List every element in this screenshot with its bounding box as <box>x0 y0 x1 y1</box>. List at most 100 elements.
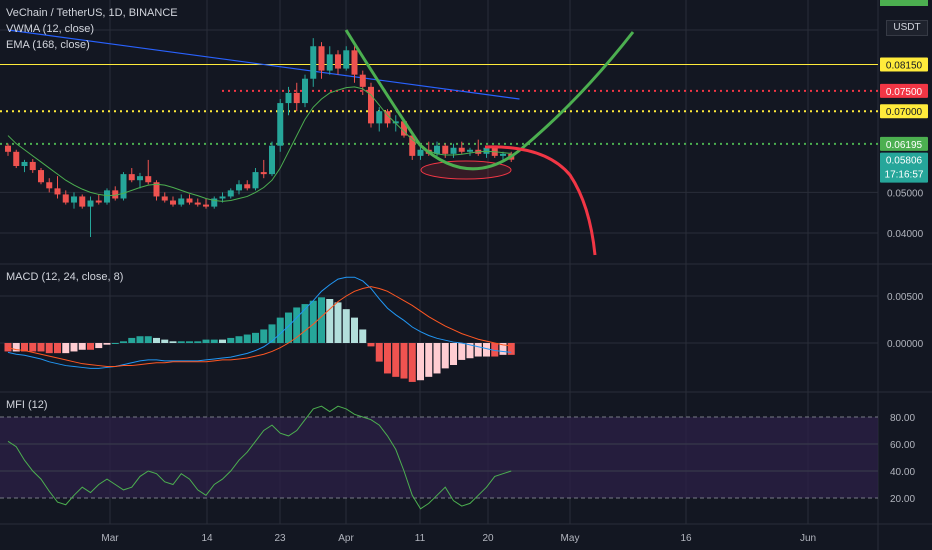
candle-12 <box>104 190 110 203</box>
macd-hist-35 <box>293 307 301 343</box>
macd-hist-29 <box>243 334 251 343</box>
price-label-bg-1 <box>880 83 928 98</box>
macd-hist-47 <box>392 343 400 377</box>
candle-4 <box>38 170 44 183</box>
macd-hist-33 <box>276 317 284 343</box>
price-label-bg-0 <box>880 57 928 72</box>
price-label-2: 0.07000 <box>886 107 923 118</box>
candle-43 <box>359 74 366 87</box>
macd-hist-53 <box>441 343 449 369</box>
macd-hist-31 <box>260 329 268 343</box>
candle-41 <box>343 50 350 69</box>
candle-1 <box>13 151 20 167</box>
mfi-legend[interactable]: MFI (12) <box>6 399 48 411</box>
candle-34 <box>285 92 292 104</box>
price-label-3: 0.06195 <box>886 140 923 151</box>
macd-hist-37 <box>309 300 317 343</box>
macd-hist-0 <box>4 343 12 352</box>
macd-hist-27 <box>227 337 235 343</box>
candle-13 <box>112 190 119 199</box>
macd-hist-54 <box>450 343 457 365</box>
macd-hist-56 <box>466 343 474 359</box>
candle-22 <box>186 198 193 203</box>
time-tick-0: Mar <box>101 533 119 544</box>
macd-hist-7 <box>62 343 70 354</box>
candle-3 <box>29 161 36 171</box>
ema-legend[interactable]: EMA (168, close) <box>6 39 90 51</box>
price-label-4: 0.05806 <box>886 156 923 167</box>
candle-53 <box>442 145 449 154</box>
macd-hist-41 <box>342 309 350 343</box>
time-tick-7: 16 <box>680 533 692 544</box>
macd-hist-45 <box>375 343 383 362</box>
macd-hist-55 <box>458 343 466 360</box>
macd-hist-12 <box>103 343 111 345</box>
macd-hist-57 <box>474 343 482 357</box>
macd-hist-8 <box>70 343 78 352</box>
macd-hist-58 <box>483 343 490 357</box>
candle-42 <box>351 50 358 75</box>
macd-hist-4 <box>37 343 45 352</box>
macd-hist-1 <box>12 343 20 352</box>
vwma-legend[interactable]: VWMA (12, close) <box>6 23 95 35</box>
macd-hist-61 <box>507 343 515 355</box>
price-label-1: 0.07500 <box>886 87 923 98</box>
macd-hist-6 <box>54 343 61 354</box>
candle-15 <box>128 174 135 181</box>
candle-21 <box>178 198 185 205</box>
projection-curve-green <box>344 29 635 171</box>
candle-23 <box>194 202 201 205</box>
macd-hist-24 <box>202 339 210 343</box>
macd-hist-51 <box>425 343 433 377</box>
mfi-tick-3: 20.00 <box>890 494 915 505</box>
countdown-label: 17:16:57 <box>885 170 924 181</box>
candle-45 <box>376 111 383 124</box>
top-price-label-bg <box>880 0 928 6</box>
candle-7 <box>62 194 69 203</box>
candle-55 <box>458 147 465 152</box>
macd-hist-60 <box>499 343 507 355</box>
candle-48 <box>401 121 407 136</box>
time-tick-6: May <box>561 533 580 544</box>
macd-hist-3 <box>29 343 37 352</box>
macd-hist-30 <box>252 332 259 343</box>
mfi-tick-2: 40.00 <box>890 467 915 478</box>
macd-hist-32 <box>268 324 276 343</box>
price-label-0: 0.08150 <box>886 61 923 72</box>
candle-28 <box>236 184 242 191</box>
candle-27 <box>227 190 234 197</box>
time-tick-1: 14 <box>201 533 213 544</box>
candle-32 <box>269 145 275 175</box>
macd-hist-25 <box>210 339 218 343</box>
mfi-tick-1: 60.00 <box>890 440 915 451</box>
candle-29 <box>244 184 251 189</box>
candle-18 <box>153 182 160 197</box>
macd-hist-50 <box>417 343 424 381</box>
macd-hist-38 <box>318 297 325 343</box>
macd-hist-43 <box>359 329 367 343</box>
ema-line <box>7 29 520 100</box>
macd-hist-11 <box>95 343 103 349</box>
candle-44 <box>368 86 374 124</box>
candle-52 <box>434 145 440 154</box>
mfi-tick-0: 80.00 <box>890 413 915 424</box>
candle-6 <box>54 188 61 195</box>
macd-hist-20 <box>169 341 177 343</box>
candle-30 <box>252 172 259 189</box>
projection-curve-red <box>484 145 597 256</box>
macd-hist-17 <box>144 336 152 343</box>
macd-hist-40 <box>334 302 342 343</box>
macd-hist-22 <box>186 341 193 343</box>
price-label-bg-4 <box>880 152 928 183</box>
candle-19 <box>161 196 168 201</box>
macd-hist-48 <box>400 343 408 379</box>
candle-38 <box>318 46 325 71</box>
macd-tick-0: 0.00500 <box>887 292 924 303</box>
candle-47 <box>392 121 399 124</box>
time-tick-3: Apr <box>338 533 354 544</box>
candle-33 <box>277 103 284 146</box>
currency-unit-badge[interactable]: USDT <box>886 20 928 36</box>
candle-46 <box>384 111 391 124</box>
macd-legend[interactable]: MACD (12, 24, close, 8) <box>6 271 124 283</box>
